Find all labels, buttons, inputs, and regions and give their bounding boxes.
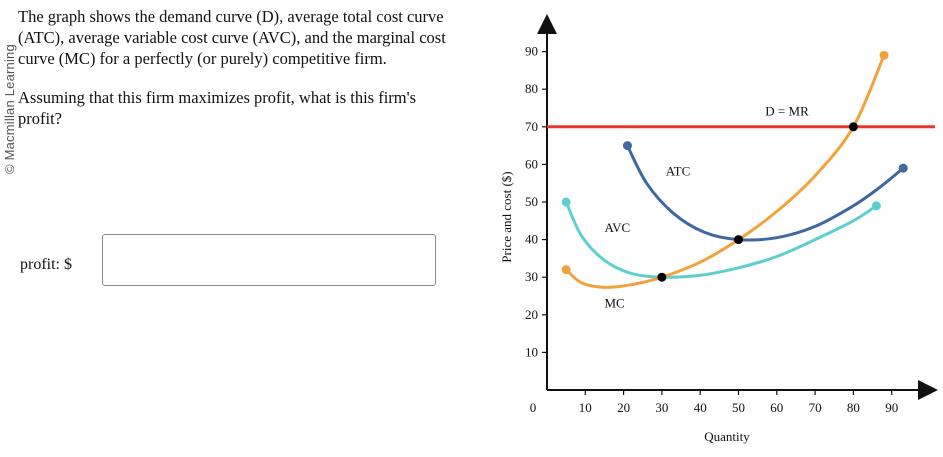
y-tick-label: 80 <box>525 81 538 96</box>
x-tick-label: 20 <box>617 400 630 415</box>
y-tick-label: 50 <box>525 194 538 209</box>
intersection-point <box>734 235 743 245</box>
series-avc-curve <box>564 200 878 279</box>
curve-label: ATC <box>666 164 691 179</box>
x-tick-label: 50 <box>732 400 745 415</box>
x-tick-label: 30 <box>655 400 668 415</box>
y-tick-label: 60 <box>525 156 538 171</box>
y-tick-label: 10 <box>525 344 538 359</box>
x-tick-label: 80 <box>847 400 860 415</box>
curve-label: AVC <box>604 220 630 235</box>
y-tick-label: 30 <box>525 269 538 284</box>
series-mc-end-point <box>879 50 889 60</box>
y-axis-title: Price and cost ($) <box>499 171 514 262</box>
profit-input[interactable] <box>102 234 436 286</box>
origin-label: 0 <box>530 400 537 415</box>
series-atc-start-point <box>622 141 632 151</box>
question-paragraph-1: The graph shows the demand curve (D), av… <box>18 7 446 68</box>
cost-curves-chart: 10 20 30 40 50 60 70 80 90 10 20 30 40 50 60 70 80 90 0 Qua… <box>499 14 938 444</box>
intersection-point <box>848 122 858 132</box>
x-axis-title: Quantity <box>704 429 750 444</box>
y-tick-label: 40 <box>525 232 538 247</box>
y-tick-label: 90 <box>525 44 538 59</box>
x-tick-label: 90 <box>885 400 898 415</box>
intersection-point <box>657 272 667 282</box>
series-avc-end-point <box>871 201 881 211</box>
profit-label: profit: $ <box>20 256 72 273</box>
curve-label: D = MR <box>765 104 809 119</box>
series-atc-curve <box>625 144 905 242</box>
x-tick-label: 40 <box>694 400 707 415</box>
series-avc-start-point <box>561 197 571 207</box>
y-tick-label: 70 <box>525 119 538 134</box>
question-text: The graph shows the demand curve (D), av… <box>18 6 448 147</box>
x-tick-label: 70 <box>809 400 822 415</box>
series-mc-curve <box>564 53 886 289</box>
curve-label: MC <box>604 295 624 310</box>
x-tick-label: 60 <box>770 400 783 415</box>
series-atc-end-point <box>898 163 908 173</box>
series-mc-start-point <box>561 265 571 275</box>
y-tick-label: 20 <box>525 307 538 322</box>
question-paragraph-2: Assuming that this firm maximizes profit… <box>18 88 417 128</box>
x-tick-label: 10 <box>579 400 592 415</box>
